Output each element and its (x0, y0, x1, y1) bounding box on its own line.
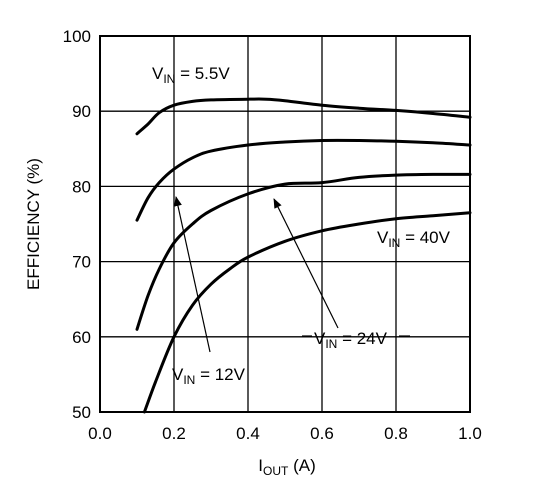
series-label-vin-12v: VIN = 12V (172, 365, 246, 387)
grid (100, 36, 470, 412)
series-label-vin-24v: VIN = 24V (314, 329, 388, 351)
x-axis-label-sub: OUT (263, 464, 289, 478)
y-tick-label: 90 (72, 102, 91, 121)
y-tick-label: 70 (72, 253, 91, 272)
x-axis-label-unit: (A) (288, 456, 315, 475)
x-tick-label: 0.8 (384, 424, 408, 443)
x-tick-label: 1.0 (458, 424, 482, 443)
arrow-vin-24v (273, 198, 339, 329)
series-lines (135, 97, 472, 414)
tick-labels: 0.0 0.2 0.4 0.6 0.8 1.0 50 60 70 80 90 100 (63, 27, 482, 443)
x-tick-label: 0.0 (88, 424, 112, 443)
y-tick-label: 80 (72, 177, 91, 196)
plot-frame (99, 35, 471, 413)
y-tick-label: 60 (72, 328, 91, 347)
x-axis-label: IOUT (A) (258, 456, 315, 478)
series-line-vin-5v5 (135, 97, 472, 136)
series-label-vin-5v5: VIN = 5.5V (152, 64, 230, 86)
x-tick-label: 0.6 (310, 424, 334, 443)
x-axis-label-main: I (258, 456, 263, 475)
y-axis-label: EFFICIENCY (%) (24, 158, 43, 290)
series-line-vin-12v (135, 138, 472, 222)
y-tick-label: 100 (63, 27, 91, 46)
x-tick-label: 0.4 (236, 424, 260, 443)
y-tick-label: 50 (72, 403, 91, 422)
series-line-vin-40v (142, 211, 472, 414)
series-label-vin-40v: VIN = 40V (377, 228, 451, 250)
arrow-vin-12v (174, 196, 211, 353)
series-line-vin-24v (135, 172, 472, 331)
x-tick-label: 0.2 (162, 424, 186, 443)
